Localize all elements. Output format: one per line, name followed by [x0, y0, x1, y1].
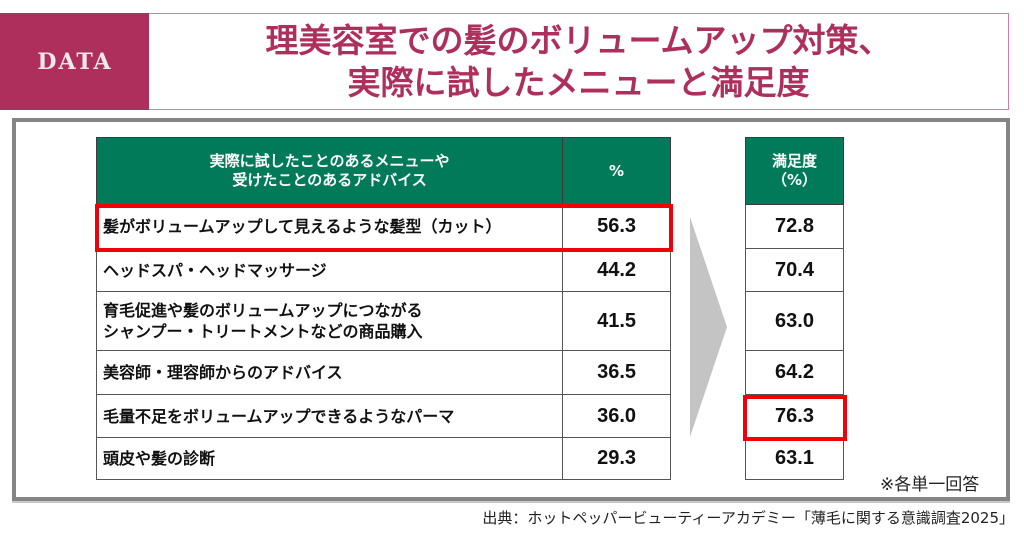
table-row: 頭皮や髪の診断 29.3: [95, 437, 671, 480]
table-row: 毛量不足をボリュームアップできるようなパーマ 36.0: [95, 394, 671, 438]
header-menu-line-1: 実際に試したことのあるメニューや: [209, 152, 450, 170]
header-satisfaction: 満足度 （%）: [745, 137, 844, 205]
satisfaction-value: 64.2: [745, 350, 844, 395]
table-row: 64.2: [745, 350, 844, 395]
table-row: 育毛促進や髪のボリュームアップにつながる シャンプー・トリートメントなどの商品購…: [95, 291, 671, 351]
table-row: ヘッドスパ・ヘッドマッサージ 44.2: [95, 248, 671, 292]
satisfaction-value: 70.4: [745, 248, 844, 292]
row-label: ヘッドスパ・ヘッドマッサージ: [95, 248, 564, 292]
arrow-right-icon: [690, 217, 727, 437]
row-label: 育毛促進や髪のボリュームアップにつながる シャンプー・トリートメントなどの商品購…: [95, 291, 564, 351]
table-row: 髪がボリュームアップして見えるような髪型（カット） 56.3: [95, 204, 671, 249]
answer-note: ※各単一回答: [880, 475, 980, 495]
header-satisfaction-line-2: （%）: [771, 171, 818, 189]
data-badge-label: DATA: [37, 48, 113, 75]
satisfaction-value: 63.1: [745, 437, 844, 480]
table-header-row: 満足度 （%）: [745, 137, 844, 205]
row-label-line-2: シャンプー・トリートメントなどの商品購入: [103, 322, 423, 341]
table-header-row: 実際に試したことのあるメニューや 受けたことのあるアドバイス %: [95, 137, 671, 205]
header-satisfaction-line-1: 満足度: [771, 152, 817, 170]
table-row: 70.4: [745, 248, 844, 292]
menu-table: 実際に試したことのあるメニューや 受けたことのあるアドバイス % 髪がボリューム…: [95, 137, 671, 480]
header-menu-label: 実際に試したことのあるメニューや 受けたことのあるアドバイス: [95, 137, 564, 205]
title-line-1: 理美容室での髪のボリュームアップ対策、: [265, 20, 892, 60]
row-label: 美容師・理容師からのアドバイス: [95, 350, 564, 395]
title-line-2: 実際に試したメニューと満足度: [347, 62, 810, 102]
table-row: 63.0: [745, 291, 844, 351]
table-row: 美容師・理容師からのアドバイス 36.5: [95, 350, 671, 395]
row-label: 頭皮や髪の診断: [95, 437, 564, 480]
row-label: 髪がボリュームアップして見えるような髪型（カット）: [95, 204, 564, 249]
row-label-line-1: 育毛促進や髪のボリュームアップにつながる: [103, 301, 423, 320]
table-row: 76.3: [745, 394, 844, 438]
satisfaction-table: 満足度 （%） 72.8 70.4 63.0 64.2 76.3 63.1: [745, 137, 844, 480]
row-percent: 36.0: [562, 394, 671, 438]
row-percent: 56.3: [562, 204, 671, 249]
data-badge: DATA: [0, 13, 150, 110]
satisfaction-value: 72.8: [745, 204, 844, 249]
row-percent: 41.5: [562, 291, 671, 351]
satisfaction-value: 76.3: [745, 394, 844, 438]
table-row: 63.1: [745, 437, 844, 480]
header-percent: %: [562, 137, 671, 205]
header-menu-line-2: 受けたことのあるアドバイス: [232, 171, 427, 189]
row-percent: 36.5: [562, 350, 671, 395]
row-percent: 29.3: [562, 437, 671, 480]
page-title: 理美容室での髪のボリュームアップ対策、 実際に試したメニューと満足度: [149, 13, 1009, 110]
table-row: 72.8: [745, 204, 844, 249]
source-citation: 出典：ホットペッパービューティーアカデミー「薄毛に関する意識調査2025」: [482, 509, 1014, 527]
row-percent: 44.2: [562, 248, 671, 292]
satisfaction-value: 63.0: [745, 291, 844, 351]
row-label: 毛量不足をボリュームアップできるようなパーマ: [95, 394, 564, 438]
